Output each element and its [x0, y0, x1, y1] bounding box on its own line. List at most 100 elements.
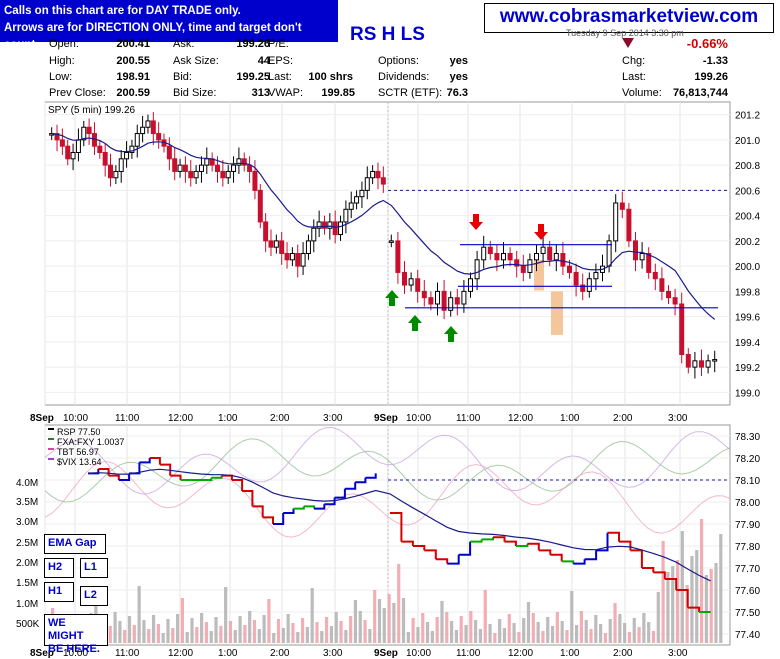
open-label: Open:: [49, 38, 79, 50]
arrow-shaft: [538, 224, 544, 232]
candle-body: [182, 164, 188, 172]
volume-bar: [325, 617, 329, 643]
rsp-step: [435, 558, 449, 564]
candle-body: [646, 253, 652, 273]
tbt-line: [44, 460, 731, 538]
volume-bar: [334, 612, 338, 643]
volume-bar: [560, 621, 564, 643]
volume-bar: [565, 630, 569, 643]
chg-label: Chg:: [622, 55, 646, 67]
arrow-shaft: [448, 334, 454, 342]
volume-bar: [478, 629, 483, 643]
legend-swatch: [48, 448, 54, 450]
volume-bar: [690, 556, 694, 643]
candle-body: [97, 145, 103, 153]
candle-body: [193, 170, 199, 179]
candle-body: [567, 265, 572, 273]
candle-body: [284, 253, 290, 261]
rsp-step: [676, 589, 689, 608]
candle-body: [81, 126, 87, 141]
arrow-shaft: [389, 298, 395, 306]
candle-body: [257, 189, 263, 223]
volume-bar: [574, 625, 579, 643]
volume-bar: [474, 620, 478, 643]
upper-xtick-label: 2:00: [613, 413, 633, 424]
bidsize-value: 313: [251, 87, 270, 99]
legend-swatch: [48, 428, 54, 430]
volume-tick-label: 1.0M: [16, 599, 38, 610]
volume-bar: [512, 623, 516, 643]
legend-label: TBT 56.97: [57, 447, 99, 457]
upper-ytick-label: 200.4: [735, 212, 760, 223]
volume-bar: [445, 612, 449, 643]
rsp-step: [504, 540, 517, 546]
volume-bar: [175, 614, 180, 643]
candle-body: [305, 240, 311, 254]
volume-bar: [454, 630, 458, 643]
volume-bar: [695, 550, 699, 643]
volume-bar: [651, 631, 656, 643]
candle-body: [553, 253, 559, 261]
open-value: 200.41: [116, 38, 150, 50]
site-brand-link[interactable]: www.cobrasmarketview.com: [484, 3, 774, 33]
volume-bar: [493, 633, 497, 643]
lower-ytick-label: 77.80: [735, 542, 760, 553]
candle-body: [633, 240, 638, 261]
candle-body: [685, 354, 691, 368]
volume-bar: [382, 608, 386, 643]
candle-body: [428, 297, 434, 305]
candle-body: [225, 170, 231, 179]
legend-swatch: [48, 458, 54, 460]
lower-ytick-label: 77.70: [735, 564, 760, 575]
volume-bar: [464, 625, 468, 643]
prevclose-value: 200.59: [116, 87, 150, 99]
rsp-step: [596, 532, 609, 552]
candle-body: [327, 221, 333, 229]
volume-bar: [200, 613, 204, 643]
volume-bar: [344, 630, 348, 643]
volume-bar: [579, 611, 583, 643]
rsp-step: [573, 559, 586, 565]
lower-ytick-label: 78.00: [735, 498, 760, 509]
rsp-step: [149, 457, 161, 465]
rsp-step: [365, 473, 377, 479]
volume-bar: [666, 572, 670, 643]
lower-xtick-label: 10:00: [63, 648, 88, 659]
volume-bar: [118, 621, 122, 643]
volume-bar: [363, 620, 367, 643]
volume-bar: [228, 621, 233, 643]
rsp-step: [314, 504, 326, 510]
candle-body: [198, 164, 204, 172]
volume-bar: [127, 616, 132, 643]
volume-bar: [353, 600, 358, 643]
volume-bar: [387, 594, 391, 643]
volume-bar: [257, 629, 261, 643]
candle-body: [580, 284, 586, 292]
volume-bar: [373, 590, 377, 643]
volume-bar: [541, 631, 545, 643]
lower-ytick-label: 77.60: [735, 586, 760, 597]
asksize-value: 44: [257, 55, 270, 67]
h2-box: H2: [44, 558, 74, 578]
volume-bar: [377, 599, 382, 643]
candle-body: [441, 290, 447, 311]
volume-bar: [699, 519, 704, 643]
volume-bar: [647, 622, 651, 643]
lower-xtick-label: 9Sep: [374, 648, 398, 659]
volume-bar: [286, 614, 290, 643]
volume-tick-label: 2.0M: [16, 558, 38, 569]
l1-box: L1: [80, 558, 108, 578]
rsp-step: [231, 479, 244, 491]
candle-body: [520, 265, 526, 273]
volume-bar: [421, 613, 425, 643]
candle-body: [408, 278, 414, 286]
volume-bar: [185, 632, 189, 643]
volume-bar: [550, 626, 555, 643]
high-label: High:: [49, 55, 75, 67]
ema-line: [51, 133, 716, 320]
volume-value: 76,813,744: [672, 87, 728, 99]
candle-body: [332, 221, 338, 236]
volume-bar: [406, 632, 410, 643]
volume-tick-label: 3.0M: [16, 517, 38, 528]
bid-value: 199.25: [236, 71, 270, 83]
